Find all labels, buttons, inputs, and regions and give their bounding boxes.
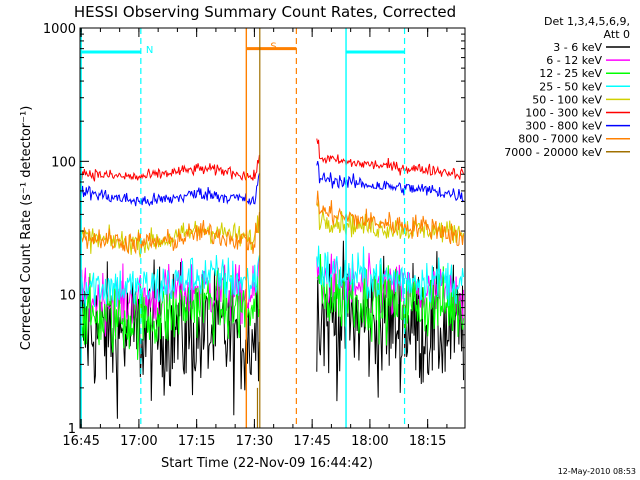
legend-label-25-50-kev: 25 - 50 keV <box>539 80 602 93</box>
y-axis-label: Corrected Count Rate (s⁻¹ detector⁻¹) <box>19 106 34 351</box>
series-line-12-25-kev-post <box>316 253 464 346</box>
legend-label-50-100-kev: 50 - 100 keV <box>532 93 602 106</box>
legend-label-3-6-kev: 3 - 6 keV <box>553 41 602 54</box>
x-tick-label-16-45: 16:45 <box>62 434 99 449</box>
series-line-25-50-kev-pre <box>80 254 260 308</box>
series-line-3-6-kev-pre <box>80 259 260 419</box>
series-line-800-7000-kev-pre <box>80 211 260 255</box>
x-axis-ticks: 16:45 17:00 17:15 17:30 17:45 18:00 18:15 <box>62 28 448 449</box>
series-line-25-50-kev-post <box>316 245 464 307</box>
legend-label-300-800-kev: 300 - 800 keV <box>525 120 602 133</box>
y-tick-label-1: 1 <box>68 422 76 437</box>
annotation-label-n: N <box>146 45 153 56</box>
series-line-300-800-kev-post <box>316 160 464 203</box>
legend-label-12-25-kev: 12 - 25 keV <box>539 67 602 80</box>
series-layer <box>80 138 464 428</box>
x-axis-label: Start Time (22-Nov-09 16:44:42) <box>161 456 373 471</box>
chart-title: HESSI Observing Summary Count Rates, Cor… <box>74 3 456 21</box>
y-tick-label-10: 10 <box>59 289 76 304</box>
x-tick-label-17-45: 17:45 <box>293 434 330 449</box>
series-line-100-300-kev-pre <box>80 154 260 182</box>
series-line-100-300-kev-post <box>316 138 464 180</box>
legend-label-6-12-kev: 6 - 12 keV <box>546 54 602 67</box>
x-tick-label-18-00: 18:00 <box>351 434 388 449</box>
x-tick-label-17-15: 17:15 <box>178 434 215 449</box>
legend-title-line-2: Att 0 <box>604 28 630 41</box>
series-line-800-7000-kev-post <box>316 190 464 247</box>
y-tick-label-100: 100 <box>51 155 76 170</box>
plot-frame <box>79 27 466 429</box>
legend-label-7000-20000-kev: 7000 - 20000 keV <box>504 146 602 159</box>
footer-date: 12-May-2010 08:53 <box>558 467 636 476</box>
y-axis-ticks: 1 10 100 1000 <box>43 22 465 437</box>
x-tick-label-18-15: 18:15 <box>409 434 446 449</box>
x-tick-label-17-30: 17:30 <box>236 434 273 449</box>
legend-label-800-7000-kev: 800 - 7000 keV <box>518 133 602 146</box>
y-tick-label-1000: 1000 <box>43 22 76 37</box>
series-line-300-800-kev-pre <box>80 173 260 207</box>
annotation-label-s: S <box>270 42 276 53</box>
legend-title-line-1: Det 1,3,4,5,6,9, <box>544 15 630 28</box>
legend-label-100-300-kev: 100 - 300 keV <box>525 107 602 120</box>
x-tick-label-17-00: 17:00 <box>120 434 157 449</box>
